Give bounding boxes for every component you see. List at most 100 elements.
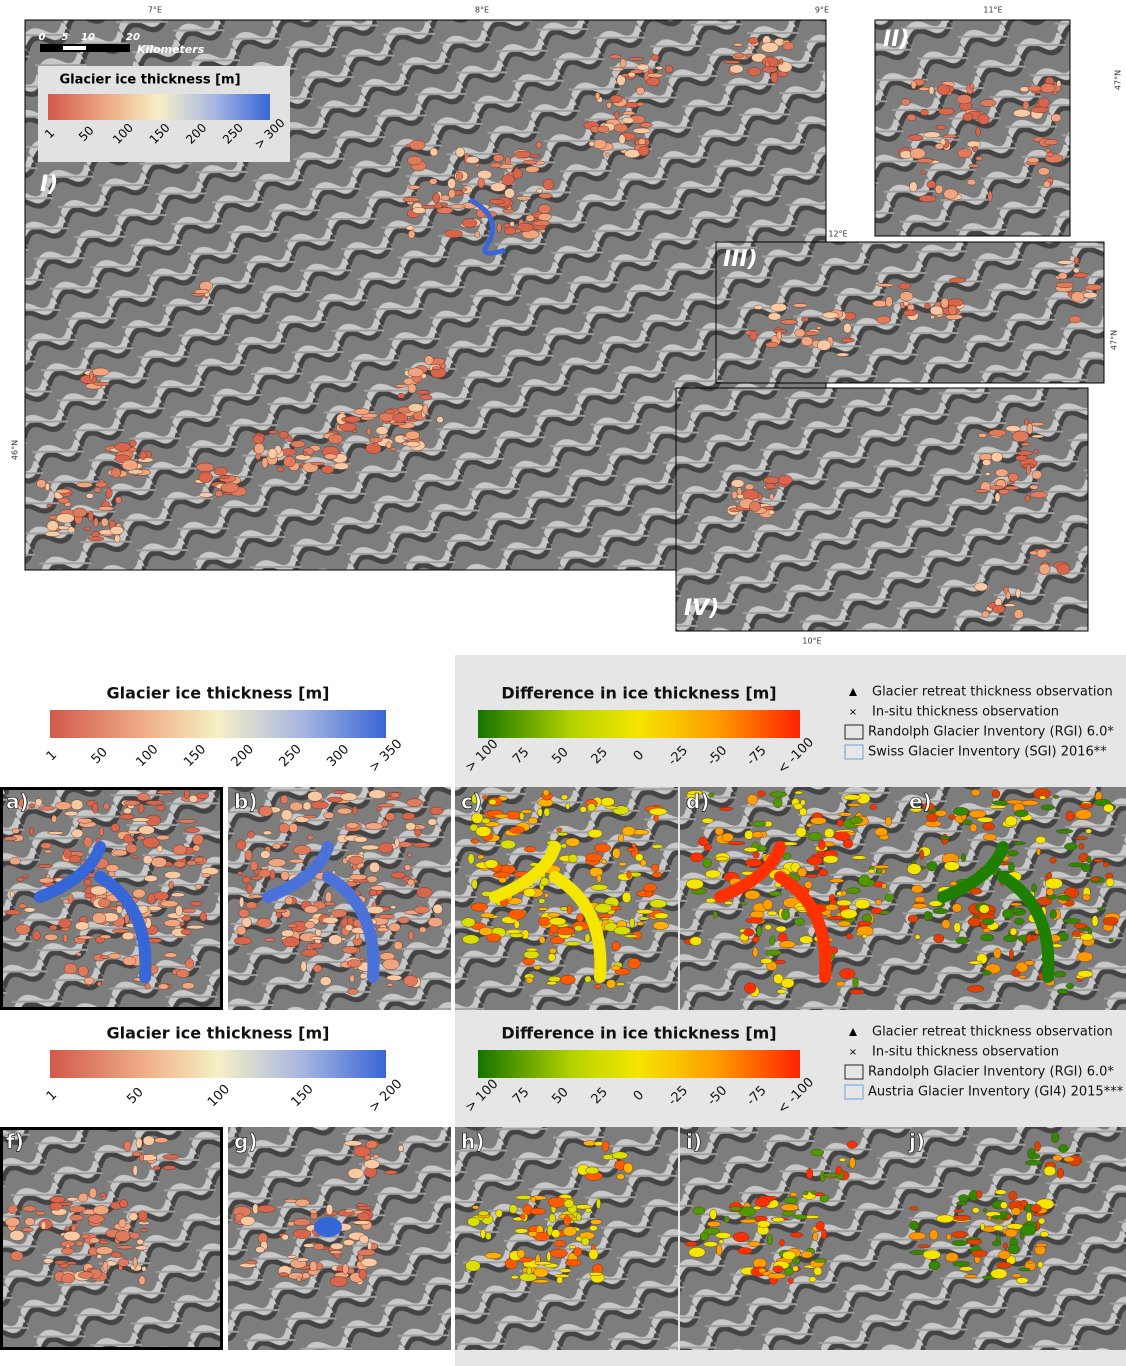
colorbar-tick: > 200 bbox=[367, 1077, 406, 1116]
glacier bbox=[484, 859, 499, 869]
glacier bbox=[967, 917, 981, 927]
glacier bbox=[349, 974, 355, 983]
glacier bbox=[1011, 1273, 1022, 1278]
glacier bbox=[991, 1240, 1002, 1247]
lon-label: 8°E bbox=[475, 6, 489, 15]
colorbar bbox=[478, 710, 800, 738]
glacier bbox=[538, 898, 546, 904]
glacier bbox=[903, 301, 909, 307]
glacier bbox=[542, 789, 550, 796]
glacier bbox=[414, 905, 430, 914]
glacier bbox=[573, 1247, 583, 1257]
glacier bbox=[909, 1220, 919, 1231]
glacier bbox=[616, 74, 626, 86]
glacier bbox=[22, 874, 30, 879]
glacier bbox=[22, 1205, 37, 1212]
glacier bbox=[44, 531, 61, 537]
glacier bbox=[194, 856, 205, 863]
glacier bbox=[385, 441, 392, 449]
glacier bbox=[313, 964, 323, 973]
glacier bbox=[952, 807, 970, 816]
glacier bbox=[376, 803, 396, 808]
glacier bbox=[727, 841, 746, 846]
glacier bbox=[287, 923, 298, 928]
glacier bbox=[409, 139, 426, 151]
glacier bbox=[604, 152, 610, 157]
glacier bbox=[93, 1205, 109, 1215]
glacier bbox=[158, 983, 169, 990]
glacier bbox=[601, 1140, 610, 1152]
glacier bbox=[576, 913, 584, 923]
glacier bbox=[1044, 877, 1063, 890]
glacier bbox=[756, 925, 762, 937]
glacier bbox=[525, 165, 540, 173]
glacier bbox=[833, 831, 851, 841]
glacier bbox=[359, 972, 368, 980]
glacier bbox=[132, 1164, 138, 1176]
glacier bbox=[38, 877, 54, 884]
glacier bbox=[781, 978, 795, 989]
glacier bbox=[353, 836, 368, 843]
glacier bbox=[587, 803, 596, 812]
glacier bbox=[246, 883, 253, 894]
glacier bbox=[843, 794, 861, 801]
glacier bbox=[968, 809, 987, 819]
glacier bbox=[547, 953, 556, 962]
glacier bbox=[332, 790, 347, 795]
glacier bbox=[85, 493, 94, 499]
glacier bbox=[1039, 1231, 1049, 1238]
glacier bbox=[836, 352, 850, 357]
glacier bbox=[131, 1151, 143, 1157]
glacier bbox=[415, 390, 430, 395]
glacier bbox=[918, 86, 930, 92]
glacier bbox=[743, 928, 755, 937]
glacier bbox=[138, 1275, 146, 1286]
glacier bbox=[928, 86, 935, 95]
glacier bbox=[1009, 927, 1018, 936]
glacier bbox=[620, 58, 627, 68]
legend-entry: Randolph Glacier Inventory (RGI) 6.0* bbox=[868, 725, 1114, 740]
glacier bbox=[751, 936, 760, 943]
glacier bbox=[310, 800, 329, 810]
glacier bbox=[49, 924, 58, 931]
glacier bbox=[364, 822, 384, 830]
glacier bbox=[390, 792, 401, 799]
glacier bbox=[907, 863, 922, 875]
glacier bbox=[636, 63, 650, 71]
glacier bbox=[432, 366, 441, 370]
glacier bbox=[842, 838, 854, 849]
glacier bbox=[123, 800, 141, 806]
glacier bbox=[1102, 916, 1119, 926]
glacier bbox=[739, 1218, 757, 1224]
glacier bbox=[745, 483, 755, 491]
glacier bbox=[613, 926, 631, 936]
glacier bbox=[1008, 1191, 1018, 1201]
glacier bbox=[10, 1250, 24, 1262]
glacier bbox=[163, 919, 182, 927]
glacier bbox=[911, 884, 924, 894]
glacier bbox=[932, 908, 949, 914]
panel: e) bbox=[903, 787, 1126, 1010]
glacier bbox=[111, 467, 121, 478]
glacier bbox=[689, 852, 704, 862]
glacier bbox=[407, 383, 417, 394]
glacier bbox=[788, 1277, 794, 1285]
glacier bbox=[993, 947, 1002, 959]
glacier bbox=[624, 149, 641, 159]
glacier bbox=[956, 94, 972, 105]
glacier bbox=[648, 807, 668, 816]
glacier bbox=[340, 792, 358, 801]
glacier bbox=[1011, 968, 1020, 977]
glacier bbox=[794, 917, 805, 926]
glacier bbox=[612, 941, 621, 952]
glacier bbox=[564, 1259, 582, 1267]
glacier bbox=[815, 1221, 825, 1231]
panel-label: IV) bbox=[684, 596, 719, 621]
glacier bbox=[934, 143, 944, 150]
glacier bbox=[995, 468, 1009, 477]
glacier bbox=[471, 838, 479, 844]
glacier bbox=[112, 849, 128, 857]
glacier bbox=[1015, 588, 1021, 599]
glacier bbox=[590, 884, 609, 891]
glacier bbox=[716, 1244, 723, 1256]
